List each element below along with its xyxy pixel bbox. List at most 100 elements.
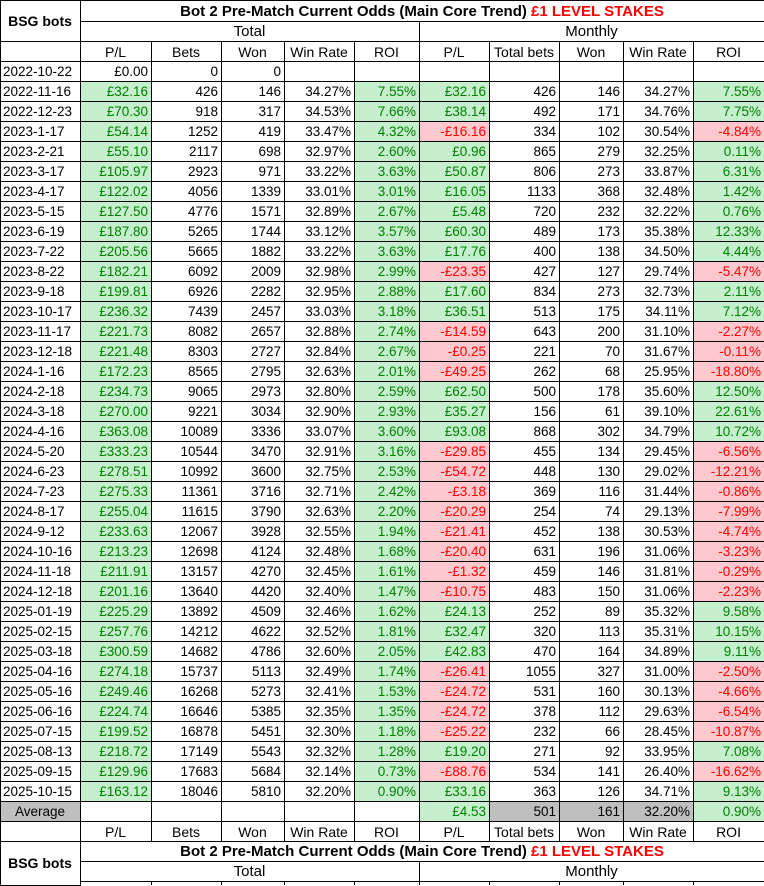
- total-won-cell[interactable]: 4509: [222, 602, 285, 622]
- total-pl-cell[interactable]: £163.12: [81, 782, 152, 802]
- total-pl-cell[interactable]: £333.23: [81, 442, 152, 462]
- monthly-bets-cell[interactable]: 868: [490, 422, 560, 442]
- date-cell[interactable]: 2025-03-18: [1, 642, 81, 662]
- total-winrate-cell[interactable]: 32.71%: [285, 482, 355, 502]
- total-bets-cell[interactable]: 11361: [152, 482, 222, 502]
- date-cell[interactable]: 2025-07-15: [1, 722, 81, 742]
- monthly-winrate-cell[interactable]: 31.81%: [624, 562, 694, 582]
- blank-cell[interactable]: [694, 882, 764, 886]
- total-won-cell[interactable]: 2457: [222, 302, 285, 322]
- total-roi-cell[interactable]: 3.01%: [355, 182, 420, 202]
- average-total-bets-cell[interactable]: [152, 802, 222, 822]
- monthly-bets-cell[interactable]: 363: [490, 782, 560, 802]
- date-cell[interactable]: 2024-10-16: [1, 542, 81, 562]
- total-won-cell[interactable]: 1571: [222, 202, 285, 222]
- monthly-bets-cell[interactable]: 834: [490, 282, 560, 302]
- monthly-roi-cell[interactable]: -12.21%: [694, 462, 764, 482]
- total-bets-cell[interactable]: 9221: [152, 402, 222, 422]
- monthly-pl-cell[interactable]: £17.60: [420, 282, 490, 302]
- total-bets-cell[interactable]: 16878: [152, 722, 222, 742]
- monthly-winrate-cell[interactable]: 30.13%: [624, 682, 694, 702]
- monthly-won-cell[interactable]: 61: [560, 402, 624, 422]
- total-winrate-cell[interactable]: 32.60%: [285, 642, 355, 662]
- total-roi-cell[interactable]: 3.63%: [355, 242, 420, 262]
- monthly-bets-cell[interactable]: 643: [490, 322, 560, 342]
- monthly-won-cell[interactable]: 116: [560, 482, 624, 502]
- total-roi-cell[interactable]: 1.18%: [355, 722, 420, 742]
- total-bets-cell[interactable]: 15737: [152, 662, 222, 682]
- total-winrate-cell[interactable]: 32.98%: [285, 262, 355, 282]
- total-won-cell[interactable]: 2795: [222, 362, 285, 382]
- monthly-bets-cell[interactable]: 369: [490, 482, 560, 502]
- total-won-cell[interactable]: 3928: [222, 522, 285, 542]
- total-bets-cell[interactable]: 8303: [152, 342, 222, 362]
- monthly-bets-cell[interactable]: 221: [490, 342, 560, 362]
- monthly-won-cell[interactable]: 279: [560, 142, 624, 162]
- monthly-pl-cell[interactable]: -£24.72: [420, 682, 490, 702]
- total-roi-cell[interactable]: 2.88%: [355, 282, 420, 302]
- total-roi-cell[interactable]: 1.28%: [355, 742, 420, 762]
- total-bets-cell[interactable]: 2923: [152, 162, 222, 182]
- total-winrate-cell[interactable]: 32.45%: [285, 562, 355, 582]
- monthly-pl-cell[interactable]: £38.14: [420, 102, 490, 122]
- monthly-won-cell[interactable]: 130: [560, 462, 624, 482]
- monthly-pl-cell[interactable]: -£0.25: [420, 342, 490, 362]
- date-cell[interactable]: 2025-01-19: [1, 602, 81, 622]
- blank-cell[interactable]: [81, 882, 152, 886]
- total-pl-cell[interactable]: £236.32: [81, 302, 152, 322]
- monthly-bets-cell[interactable]: 320: [490, 622, 560, 642]
- average-monthly-pl-cell[interactable]: £4.53: [420, 802, 490, 822]
- total-bets-cell[interactable]: 9065: [152, 382, 222, 402]
- monthly-pl-cell[interactable]: £60.30: [420, 222, 490, 242]
- total-pl-cell[interactable]: £172.23: [81, 362, 152, 382]
- monthly-bets-cell[interactable]: 470: [490, 642, 560, 662]
- monthly-pl-cell[interactable]: -£26.41: [420, 662, 490, 682]
- date-cell[interactable]: 2025-10-15: [1, 782, 81, 802]
- monthly-roi-cell[interactable]: -5.47%: [694, 262, 764, 282]
- average-total-roi-cell[interactable]: [355, 802, 420, 822]
- total-roi-cell[interactable]: [355, 62, 420, 82]
- monthly-won-cell[interactable]: 102: [560, 122, 624, 142]
- total-roi-cell[interactable]: 2.60%: [355, 142, 420, 162]
- total-pl-cell[interactable]: £55.10: [81, 142, 152, 162]
- total-bets-cell[interactable]: 6926: [152, 282, 222, 302]
- date-cell[interactable]: 2022-12-23: [1, 102, 81, 122]
- total-won-cell[interactable]: 698: [222, 142, 285, 162]
- monthly-won-cell[interactable]: 138: [560, 522, 624, 542]
- monthly-winrate-cell[interactable]: 31.00%: [624, 662, 694, 682]
- total-roi-cell[interactable]: 2.99%: [355, 262, 420, 282]
- monthly-won-cell[interactable]: 127: [560, 262, 624, 282]
- monthly-won-cell[interactable]: 70: [560, 342, 624, 362]
- date-cell[interactable]: 2024-11-18: [1, 562, 81, 582]
- date-cell[interactable]: 2024-6-23: [1, 462, 81, 482]
- total-won-cell[interactable]: 5810: [222, 782, 285, 802]
- average-monthly-bets-cell[interactable]: 501: [490, 802, 560, 822]
- total-pl-cell[interactable]: £300.59: [81, 642, 152, 662]
- monthly-pl-cell[interactable]: -£25.22: [420, 722, 490, 742]
- monthly-winrate-cell[interactable]: 29.63%: [624, 702, 694, 722]
- monthly-won-cell[interactable]: 368: [560, 182, 624, 202]
- total-bets-cell[interactable]: 8082: [152, 322, 222, 342]
- date-cell[interactable]: 2023-12-18: [1, 342, 81, 362]
- total-pl-cell[interactable]: £0.00: [81, 62, 152, 82]
- total-roi-cell[interactable]: 0.73%: [355, 762, 420, 782]
- monthly-roi-cell[interactable]: 10.72%: [694, 422, 764, 442]
- monthly-pl-cell[interactable]: £17.76: [420, 242, 490, 262]
- total-roi-cell[interactable]: 2.59%: [355, 382, 420, 402]
- monthly-roi-cell[interactable]: 7.08%: [694, 742, 764, 762]
- monthly-winrate-cell[interactable]: 35.60%: [624, 382, 694, 402]
- total-won-cell[interactable]: 4622: [222, 622, 285, 642]
- total-pl-cell[interactable]: £187.80: [81, 222, 152, 242]
- total-won-cell[interactable]: 2657: [222, 322, 285, 342]
- total-pl-cell[interactable]: £70.30: [81, 102, 152, 122]
- total-pl-cell[interactable]: £199.52: [81, 722, 152, 742]
- date-cell[interactable]: 2025-08-13: [1, 742, 81, 762]
- monthly-pl-cell[interactable]: -£49.25: [420, 362, 490, 382]
- average-monthly-roi-cell[interactable]: 0.90%: [694, 802, 764, 822]
- total-bets-cell[interactable]: 4776: [152, 202, 222, 222]
- col-header-total-roi[interactable]: ROI: [355, 42, 420, 62]
- monthly-winrate-cell[interactable]: 33.87%: [624, 162, 694, 182]
- total-winrate-cell[interactable]: 32.20%: [285, 782, 355, 802]
- monthly-bets-cell[interactable]: 427: [490, 262, 560, 282]
- date-cell[interactable]: 2023-11-17: [1, 322, 81, 342]
